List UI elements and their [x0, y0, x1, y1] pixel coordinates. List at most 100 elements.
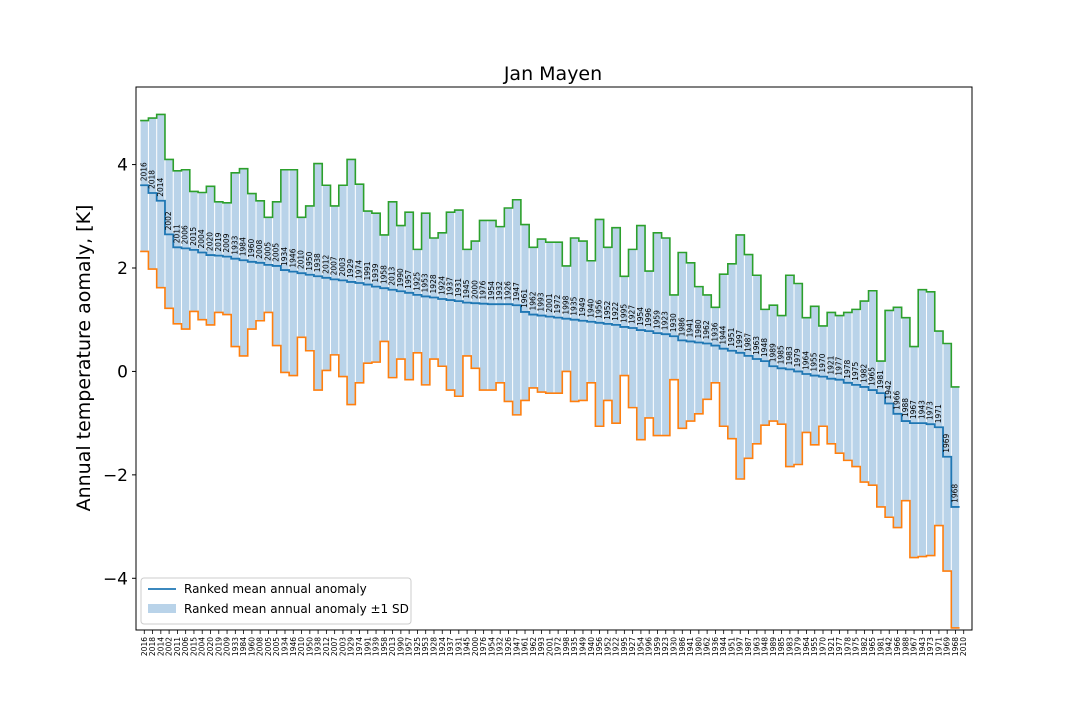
y-tick-label: −2 — [103, 466, 128, 486]
x-tick-label: 1948 — [761, 637, 770, 656]
sd-band-bar — [488, 220, 496, 391]
x-tick-label: 2005 — [272, 637, 281, 656]
x-tick-label: 2001 — [545, 637, 554, 656]
point-year-label: 1997 — [735, 329, 744, 348]
x-tick-label: 2010 — [959, 637, 968, 656]
x-tick-label: 1934 — [280, 637, 289, 656]
x-tick-label: 1969 — [943, 637, 952, 656]
point-year-label: 1928 — [429, 274, 438, 293]
point-year-label: 1988 — [901, 398, 910, 417]
sd-band-bar — [289, 169, 297, 376]
sd-band-bar — [513, 199, 521, 415]
point-year-label: 1951 — [727, 327, 736, 346]
y-axis-ticks: 4 2 0 −2 −4 — [103, 156, 136, 589]
point-year-label: 1979 — [793, 348, 802, 367]
x-tick-label: 1998 — [562, 637, 571, 656]
x-tick-label: 1938 — [314, 637, 323, 656]
sd-band-bar — [422, 213, 430, 385]
point-year-label: 1961 — [520, 289, 529, 308]
point-year-label: 1924 — [437, 276, 446, 295]
x-tick-label: 1933 — [231, 637, 240, 656]
sd-band-bar — [446, 212, 455, 391]
point-year-label: 1967 — [909, 400, 918, 419]
x-tick-label: 1983 — [785, 637, 794, 656]
x-tick-label: 1947 — [512, 637, 521, 656]
point-year-label: 1969 — [942, 433, 951, 452]
y-tick-label: 0 — [117, 362, 128, 382]
y-tick-label: 2 — [117, 259, 128, 279]
x-tick-label: 1963 — [752, 637, 761, 656]
sd-band-bar — [331, 205, 339, 355]
point-year-label: 1934 — [280, 247, 289, 266]
point-year-label: 1987 — [744, 333, 753, 352]
point-year-label: 1927 — [628, 305, 637, 324]
x-tick-label: 1946 — [289, 637, 298, 656]
point-year-label: 1996 — [644, 308, 653, 327]
x-tick-label: 1923 — [661, 637, 670, 656]
x-tick-label: 1964 — [802, 637, 811, 656]
sd-band-bar — [885, 310, 893, 518]
x-tick-label: 1936 — [711, 637, 720, 656]
point-year-label: 1980 — [694, 319, 703, 338]
sd-band-bar — [645, 271, 653, 418]
point-year-label: 1971 — [934, 404, 943, 423]
sd-band-bar — [736, 234, 744, 479]
x-tick-label: 2016 — [140, 637, 149, 656]
sd-band-bar — [215, 201, 223, 313]
x-tick-label: 2005 — [264, 637, 273, 656]
point-year-label: 1995 — [619, 304, 628, 323]
x-tick-label: 1972 — [554, 637, 563, 656]
x-tick-label: 2003 — [338, 637, 347, 656]
x-tick-label: 1986 — [678, 637, 687, 656]
point-year-label: 2014 — [156, 177, 165, 196]
x-tick-label: 1995 — [620, 637, 629, 656]
x-axis-ticks: 2016 2018 2014 2002 2011 2006 2015 2004 2020 2019… — [140, 630, 968, 656]
point-year-label: 1968 — [950, 484, 959, 503]
x-tick-label: 2018 — [148, 637, 157, 656]
x-tick-label: 1958 — [380, 637, 389, 656]
point-year-label: 1942 — [884, 380, 893, 399]
point-year-label: 2008 — [255, 240, 264, 259]
x-tick-label: 1953 — [421, 637, 430, 656]
point-year-label: 1929 — [346, 259, 355, 278]
x-tick-label: 1976 — [479, 637, 488, 656]
x-tick-label: 1924 — [438, 637, 447, 656]
point-year-label: 2005 — [272, 243, 281, 262]
x-tick-label: 1970 — [819, 637, 828, 656]
x-tick-label: 1943 — [918, 637, 927, 656]
sd-band-bar — [281, 169, 289, 373]
sd-band-bar — [190, 191, 198, 312]
point-year-label: 1978 — [843, 359, 852, 378]
point-year-label: 1921 — [826, 355, 835, 374]
sd-band-bar — [182, 169, 190, 330]
x-tick-label: 1954 — [636, 637, 645, 656]
x-tick-label: 1959 — [653, 637, 662, 656]
point-year-label: 1962 — [528, 291, 537, 310]
sd-band-bar — [471, 241, 480, 369]
point-year-label: 1963 — [752, 336, 761, 355]
sd-band-bar — [397, 225, 405, 360]
point-year-label: 1945 — [462, 279, 471, 298]
point-year-label: 1948 — [760, 338, 769, 357]
x-tick-label: 2007 — [330, 637, 339, 656]
x-tick-label: 1954 — [487, 637, 496, 656]
x-tick-label: 1956 — [595, 637, 604, 656]
x-tick-label: 1989 — [769, 637, 778, 656]
x-tick-label: 1951 — [727, 637, 736, 656]
point-year-label: 1931 — [454, 278, 463, 297]
lower-sd-line — [140, 250, 960, 629]
x-tick-label: 1965 — [868, 637, 877, 656]
sd-band-bar — [877, 361, 885, 507]
point-year-label: 1938 — [313, 253, 322, 272]
x-tick-label: 1929 — [347, 637, 356, 656]
point-year-label: 1950 — [305, 251, 314, 270]
sd-band-bar — [695, 286, 703, 414]
point-year-label: 1973 — [926, 401, 935, 420]
sd-band-bar — [835, 315, 844, 454]
point-year-label: 1989 — [768, 343, 777, 362]
x-tick-label: 1978 — [843, 637, 852, 656]
sd-band-bar — [662, 238, 670, 436]
y-axis-label: Annual temperature aomaly, [K] — [73, 205, 95, 512]
point-year-label: 1958 — [379, 265, 388, 284]
